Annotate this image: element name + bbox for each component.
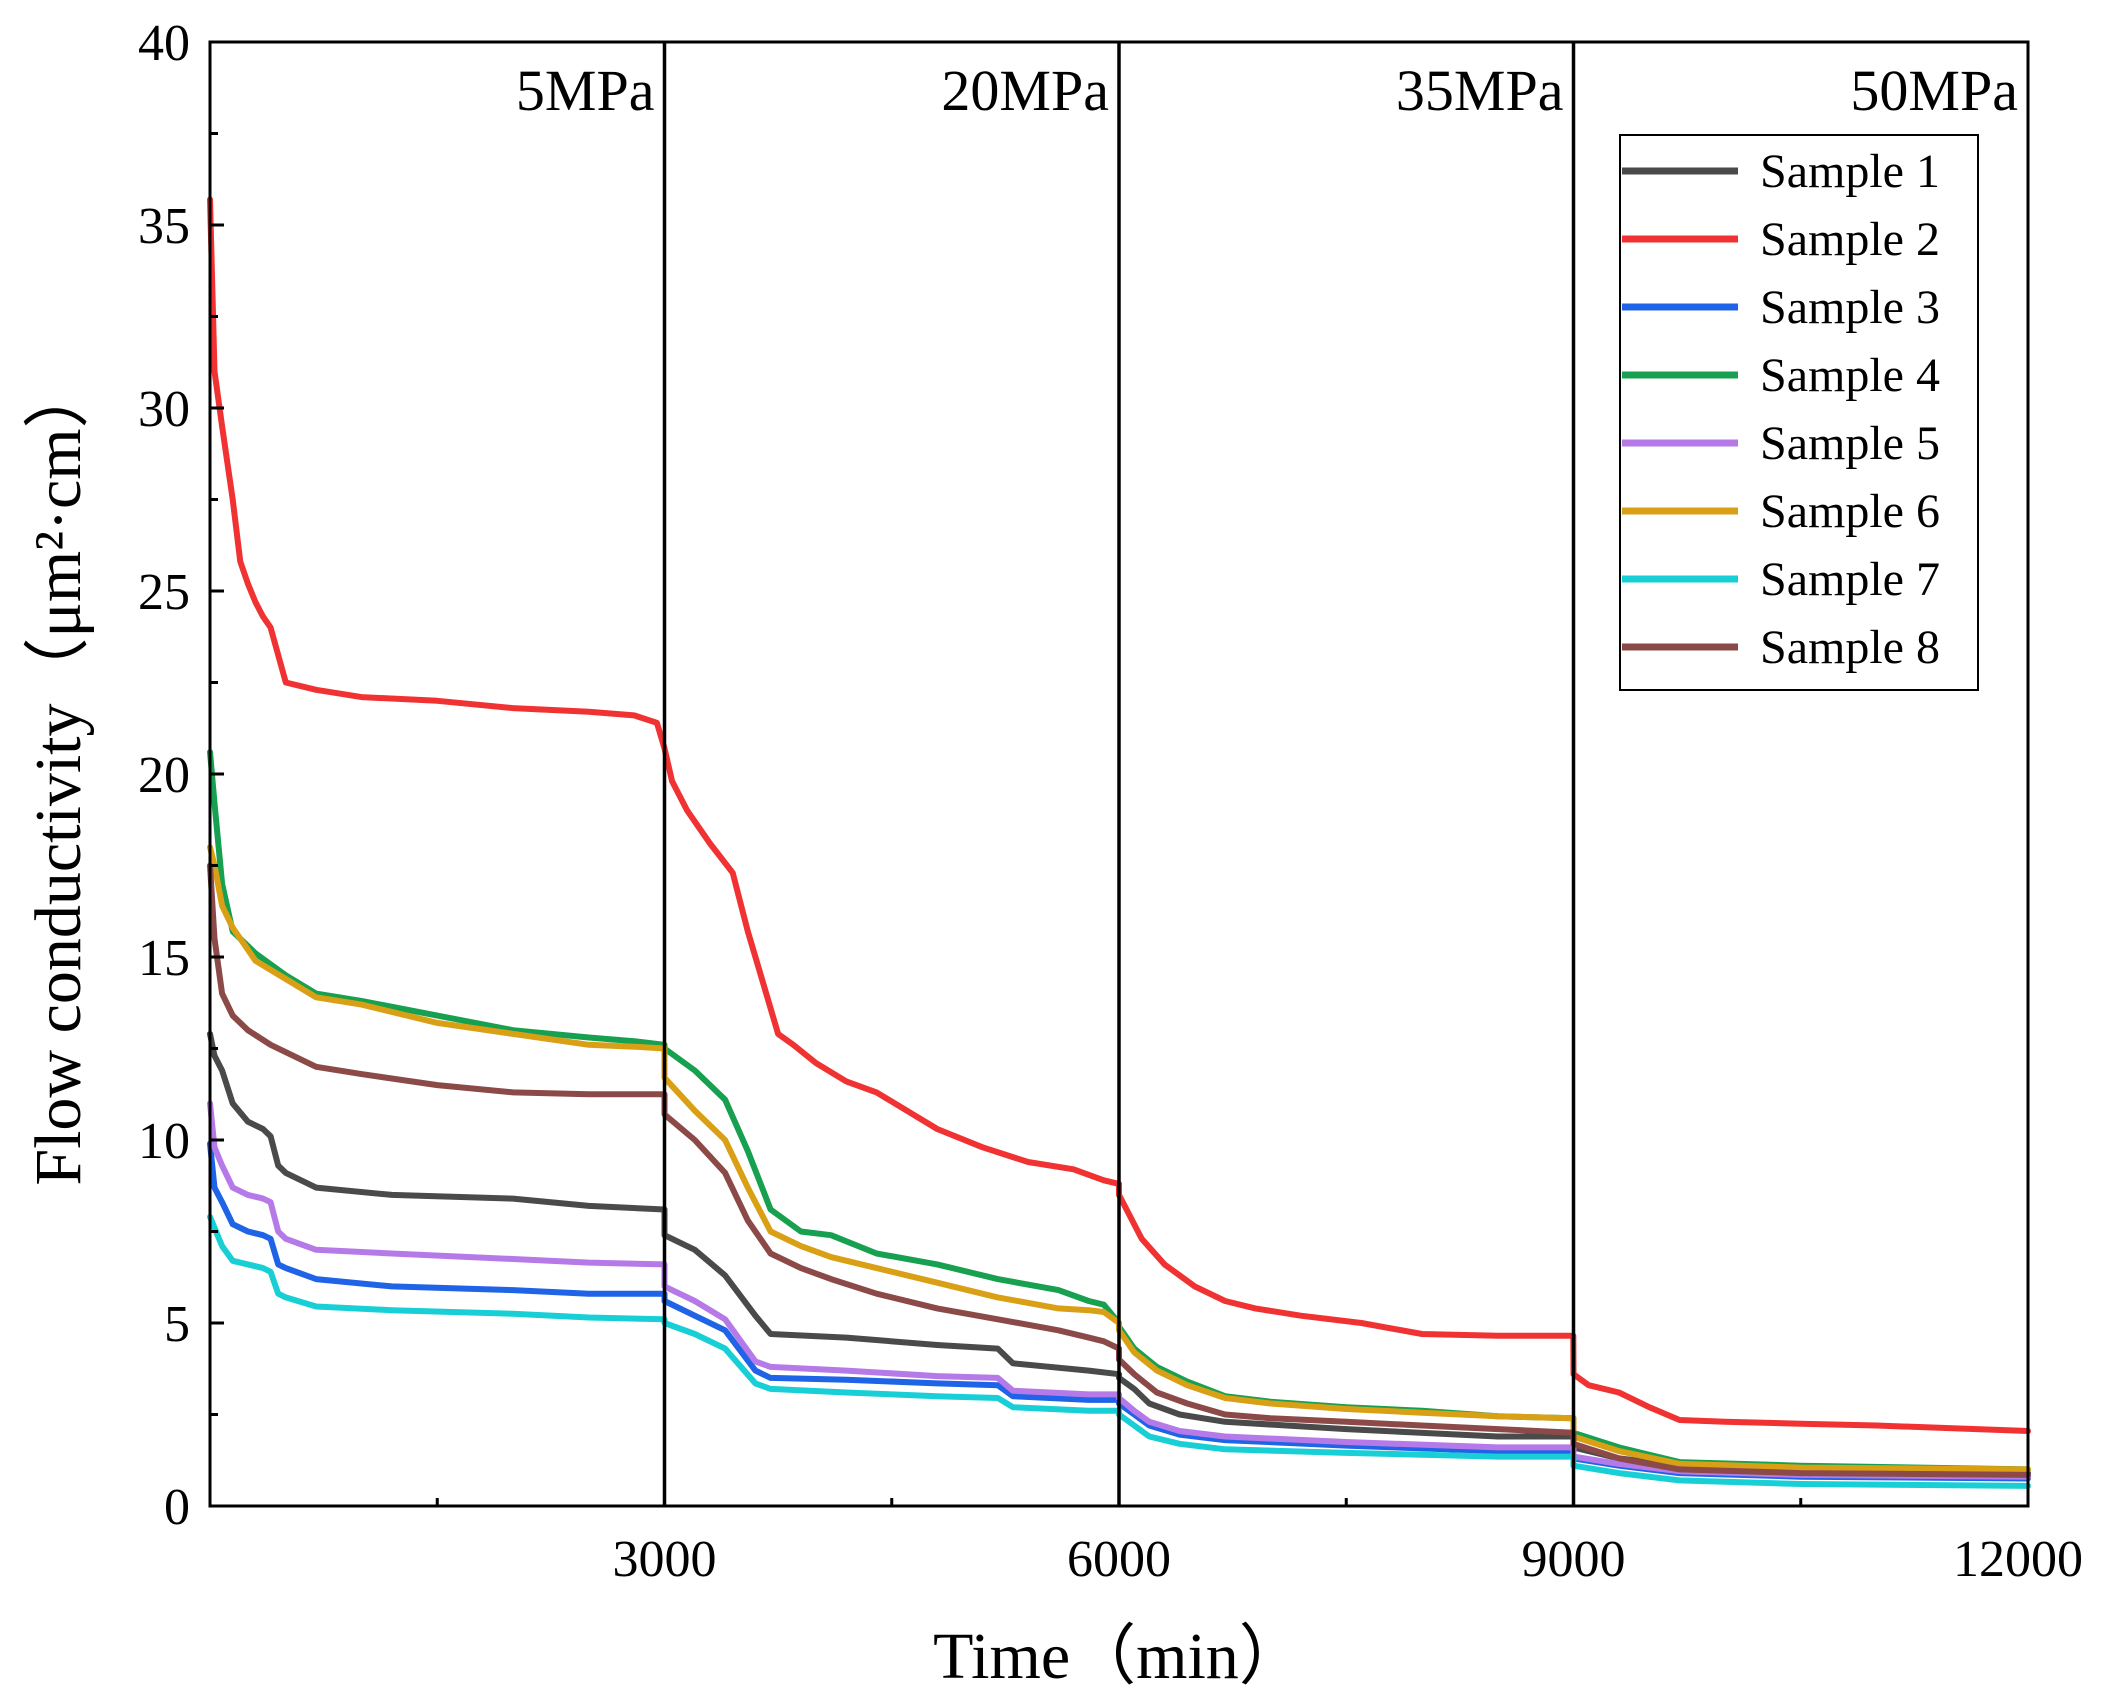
legend-box [1619, 134, 1979, 691]
x-tick-label: 12000 [1953, 1531, 2083, 1588]
legend-label-sample-1: Sample 1 [1760, 145, 1940, 198]
stage-labels: 5MPa 20MPa 35MPa 50MPa [516, 58, 2018, 123]
legend-label-sample-2: Sample 2 [1760, 213, 1940, 266]
y-tick-label: 0 [164, 1479, 190, 1536]
y-tick-label: 25 [138, 564, 190, 621]
series-line-sample-8 [207, 862, 2031, 1478]
y-axis-title: Flow conductivity（μm²·cm） [22, 362, 95, 1185]
stage-label-4: 50MPa [1850, 58, 2018, 123]
y-tick-label: 20 [138, 747, 190, 804]
ticks: 0 5 10 15 20 25 30 35 40 3000 6000 9000 12000 [138, 15, 2083, 1588]
series-line-sample-7 [207, 1213, 2031, 1489]
series-line-sample-2 [207, 196, 2031, 1434]
stage-label-3: 35MPa [1396, 58, 1564, 123]
legend-label-sample-7: Sample 7 [1760, 553, 1940, 606]
series-line-sample-6 [207, 844, 2031, 1473]
series-line-sample-3 [207, 1140, 2031, 1482]
x-tick-label: 9000 [1522, 1531, 1626, 1588]
legend-label-sample-3: Sample 3 [1760, 281, 1940, 334]
legend-label-sample-5: Sample 5 [1760, 417, 1940, 470]
x-axis-title: Time（min） [933, 1620, 1305, 1693]
x-tick-label: 3000 [613, 1531, 717, 1588]
x-tick-label: 6000 [1067, 1531, 1171, 1588]
legend-label-sample-6: Sample 6 [1760, 485, 1940, 538]
y-tick-label: 15 [138, 930, 190, 987]
y-tick-label: 10 [138, 1113, 190, 1170]
series-layer [207, 196, 2031, 1489]
y-tick-label: 35 [138, 198, 190, 255]
y-tick-label: 5 [164, 1296, 190, 1353]
series-line-sample-1 [207, 1030, 2031, 1477]
y-tick-label: 30 [138, 381, 190, 438]
series-line-sample-5 [207, 1100, 2031, 1480]
stage-label-1: 5MPa [516, 58, 655, 123]
stage-dividers [662, 42, 1576, 1506]
legend: Sample 1 Sample 2 Sample 3 Sample 4 Sample 5… [1619, 134, 1979, 691]
stage-label-2: 20MPa [941, 58, 1109, 123]
legend-label-sample-4: Sample 4 [1760, 349, 1940, 402]
legend-label-sample-8: Sample 8 [1760, 621, 1940, 674]
y-tick-label: 40 [138, 15, 190, 72]
